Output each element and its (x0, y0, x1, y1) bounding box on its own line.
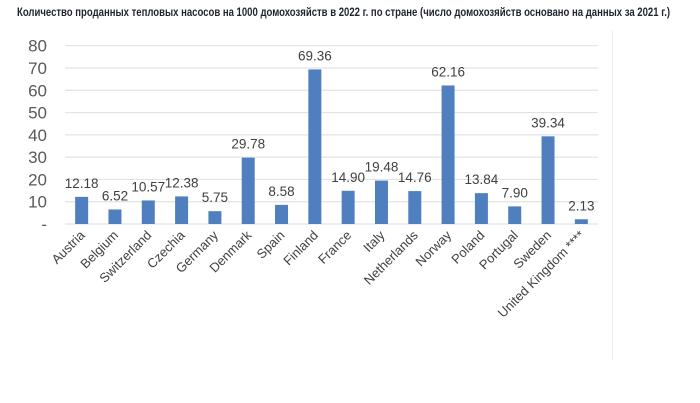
value-label: 2.13 (568, 198, 594, 213)
bar-netherlands (408, 191, 422, 224)
value-label: 19.48 (365, 160, 399, 175)
value-label: 39.34 (531, 115, 565, 130)
chart-frame-border (612, 30, 613, 360)
y-tick-label: 10 (28, 193, 47, 212)
bar-denmark (241, 157, 255, 224)
x-category-label: Norway (412, 227, 454, 269)
x-axis-category-labels: AustriaBelgiumSwitzerlandCzechiaGermanyD… (49, 227, 588, 320)
value-label: 12.18 (65, 176, 99, 191)
value-label: 14.90 (331, 170, 365, 185)
bar-united-kingdom (574, 219, 588, 224)
value-label: 7.90 (502, 185, 528, 200)
value-label: 6.52 (102, 188, 128, 203)
y-tick-label: 20 (28, 170, 47, 189)
bar-czechia (175, 196, 189, 224)
value-label: 13.84 (465, 172, 499, 187)
bars (75, 69, 588, 224)
chart-title: Количество проданных тепловых насосов на… (17, 7, 671, 19)
bar-austria (75, 196, 89, 224)
value-label: 5.75 (202, 190, 228, 205)
bar-belgium (108, 209, 122, 224)
y-axis-tick-labels: - 10 20 30 40 50 60 70 80 (28, 37, 47, 234)
value-label: 10.57 (131, 179, 165, 194)
y-tick-label: 30 (28, 148, 47, 167)
y-tick-label: 70 (28, 59, 47, 78)
x-category-label: Finland (280, 228, 321, 269)
bar-switzerland (141, 200, 155, 224)
bar-norway (441, 85, 455, 224)
value-label: 8.58 (268, 184, 294, 199)
value-label: 69.36 (298, 48, 332, 63)
bar-france (341, 190, 355, 224)
bar-portugal (508, 206, 522, 224)
y-tick-label: 80 (28, 37, 47, 56)
bar-italy (374, 180, 388, 224)
y-tick-label: 40 (28, 126, 47, 145)
bar-spain (275, 204, 289, 224)
value-label: 29.78 (231, 137, 265, 152)
y-tick-label: 50 (28, 104, 47, 123)
x-category-label: France (315, 228, 354, 267)
bar-sweden (541, 136, 555, 224)
value-label: 62.16 (431, 64, 465, 79)
bar-poland (474, 193, 488, 224)
value-label: 12.38 (165, 175, 199, 190)
bar-finland (308, 69, 322, 224)
value-label: 14.76 (398, 170, 432, 185)
x-category-label: Italy (360, 227, 388, 255)
bar-germany (208, 211, 222, 224)
y-tick-label: 60 (28, 81, 47, 100)
y-tick-label: - (41, 215, 47, 234)
